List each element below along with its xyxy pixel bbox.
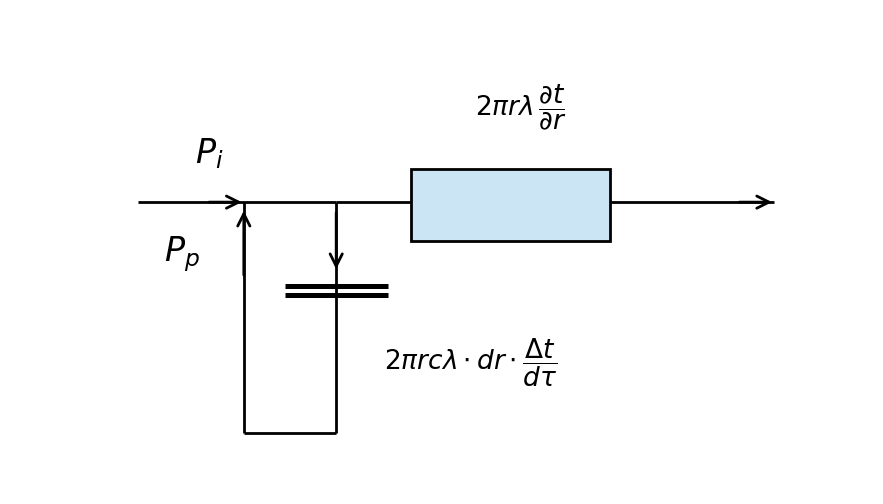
Text: $2\pi rc\lambda \cdot dr \cdot \dfrac{\Delta t}{d\tau}$: $2\pi rc\lambda \cdot dr \cdot \dfrac{\D… (384, 337, 557, 389)
Bar (411, 169, 610, 241)
Text: $P_i$: $P_i$ (195, 136, 224, 171)
Text: $P_p$: $P_p$ (164, 235, 200, 274)
Text: $2\pi r\lambda\,\dfrac{\partial t}{\partial r}$: $2\pi r\lambda\,\dfrac{\partial t}{\part… (475, 82, 567, 132)
